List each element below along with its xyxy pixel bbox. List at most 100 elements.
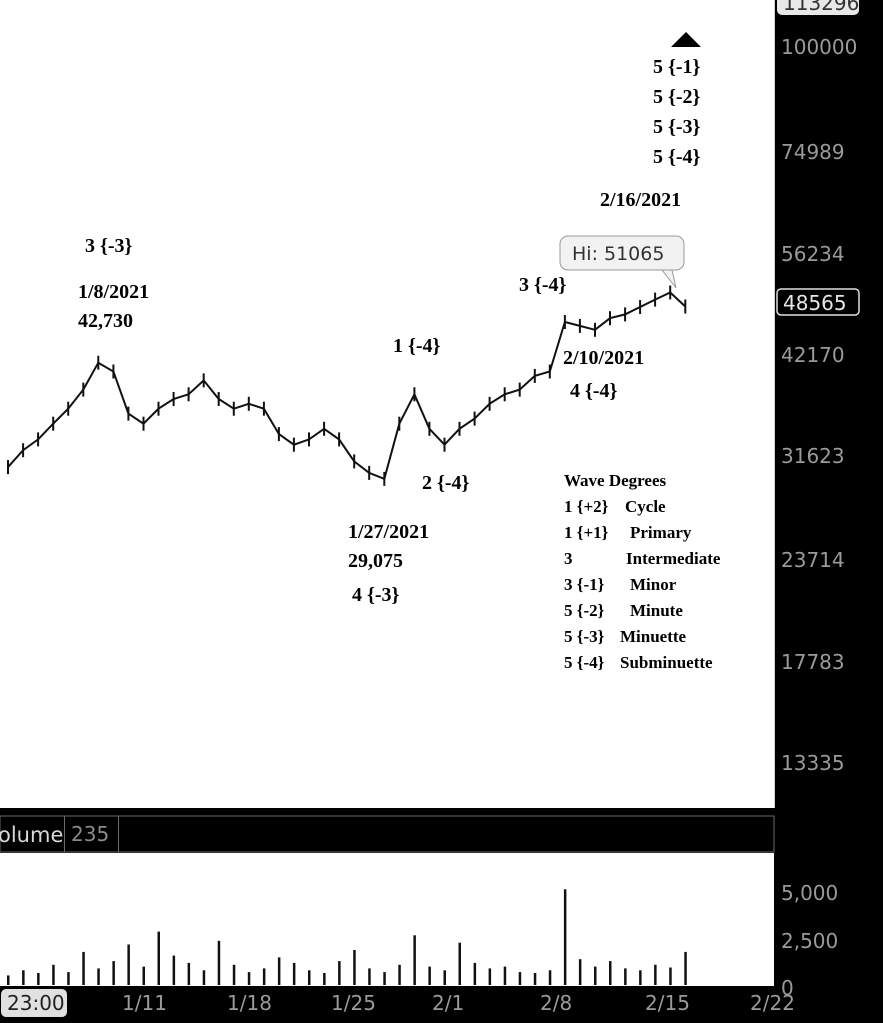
volume-bar xyxy=(518,972,522,985)
legend-code: 5 {-4} xyxy=(564,653,605,672)
wave-label: 4 {-3} xyxy=(352,584,400,606)
y-tick-label: 23714 xyxy=(781,548,845,572)
volume-bar xyxy=(277,957,281,985)
x-tick-label: 2/1 xyxy=(432,991,464,1015)
wave-degrees-legend: Wave Degrees 1 {+2} Cycle 1 {+1} Primary… xyxy=(564,471,721,672)
price-bar xyxy=(684,299,687,314)
volume-bar xyxy=(609,961,612,985)
legend-name: Cycle xyxy=(625,497,666,516)
price-bar xyxy=(323,421,326,436)
legend-title: Wave Degrees xyxy=(564,471,667,490)
time-axis: 23:00 1/11 1/18 1/25 2/1 2/8 2/15 2/22 xyxy=(1,989,795,1017)
price-bar xyxy=(473,411,476,426)
volume-bar xyxy=(383,972,386,985)
time-cursor-box xyxy=(1,989,67,1017)
price-bar xyxy=(112,364,115,379)
price-bar xyxy=(624,307,627,322)
volume-bar xyxy=(669,967,672,985)
volume-bar xyxy=(262,968,266,985)
volume-bar xyxy=(187,962,191,985)
price-bar xyxy=(443,437,446,452)
price-bar xyxy=(82,382,85,397)
price-bar xyxy=(232,401,235,416)
volume-bar xyxy=(202,970,206,985)
y-tick-label: 74989 xyxy=(781,140,845,164)
volume-bar xyxy=(368,968,371,985)
volume-bar xyxy=(157,931,160,985)
top-price-box xyxy=(777,0,859,15)
y-tick-label: 13335 xyxy=(781,751,845,775)
y-tick-label: 42170 xyxy=(781,343,845,367)
price-bar xyxy=(7,460,9,475)
date-label: 1/8/2021 xyxy=(78,281,149,303)
volume-bar xyxy=(639,970,642,985)
volume-count: 235 xyxy=(71,822,109,846)
volume-bar xyxy=(488,968,492,985)
legend-code: 3 xyxy=(564,549,573,568)
price-label: 29,075 xyxy=(348,550,403,572)
volume-bar xyxy=(7,975,10,985)
price-bar xyxy=(353,454,356,469)
wave-label: 4 {-4} xyxy=(570,380,618,402)
volume-bar xyxy=(443,970,446,985)
volume-tick-label: 5,000 xyxy=(781,881,838,905)
volume-bar xyxy=(654,964,657,985)
price-bar xyxy=(142,416,145,431)
x-tick-label: 1/18 xyxy=(227,991,272,1015)
volume-title: olume xyxy=(0,823,63,847)
wave-annotations: 3 {-3} 1/8/2021 42,730 1 {-4} 2 {-4} 1/2… xyxy=(78,56,701,606)
volume-tick-label: 2,500 xyxy=(781,929,838,953)
volume-bar xyxy=(548,970,552,985)
price-bar xyxy=(67,401,70,416)
up-arrow-icon xyxy=(671,32,701,47)
volume-bar xyxy=(82,951,85,985)
hi-label: Hi: 51065 xyxy=(572,243,664,265)
y-tick-label: 17783 xyxy=(781,650,845,674)
legend-name: Primary xyxy=(630,523,692,542)
price-bar xyxy=(202,373,205,388)
wave-label: 5 {-2} xyxy=(653,86,701,108)
legend-name: Subminuette xyxy=(620,653,713,672)
price-bar xyxy=(157,401,160,416)
volume-bar xyxy=(624,968,627,985)
x-tick-label: 2/15 xyxy=(645,991,690,1015)
price-bar xyxy=(247,396,250,411)
volume-bar xyxy=(458,942,461,985)
hi-callout: Hi: 51065 xyxy=(559,235,685,289)
volume-bar xyxy=(97,968,100,985)
date-label: 1/27/2021 xyxy=(348,521,429,543)
wave-label: 2 {-4} xyxy=(422,472,470,494)
volume-bar xyxy=(338,961,341,985)
volume-bar xyxy=(323,973,326,985)
x-tick-label: 2/8 xyxy=(540,991,572,1015)
price-bar xyxy=(338,432,341,447)
volume-bar xyxy=(52,964,55,985)
price-bar xyxy=(669,285,672,300)
volume-header: olume 235 xyxy=(0,815,775,853)
hi-callout-pointer xyxy=(660,269,677,289)
hi-callout-box xyxy=(559,235,685,271)
volume-bar xyxy=(533,973,537,985)
wave-label: 5 {-3} xyxy=(653,116,701,138)
price-bar xyxy=(37,432,40,447)
price-bar xyxy=(172,392,175,406)
volume-tick-label: 0 xyxy=(781,976,794,1000)
legend-name: Minute xyxy=(630,601,683,620)
wave-label: 5 {-4} xyxy=(653,146,701,168)
volume-bar xyxy=(578,959,582,985)
price-bar xyxy=(533,368,536,383)
volume-bar xyxy=(232,964,236,985)
volume-bar xyxy=(22,970,25,985)
price-line xyxy=(7,291,686,481)
price-bar xyxy=(639,300,642,314)
volume-bar xyxy=(503,966,507,985)
price-bar xyxy=(52,416,55,431)
x-tick-label: 1/25 xyxy=(331,991,376,1015)
price-bar xyxy=(488,396,491,411)
wave-label: 5 {-1} xyxy=(653,56,701,78)
x-tick-label: 1/11 xyxy=(122,991,167,1015)
price-bar xyxy=(563,315,566,329)
price-bar xyxy=(548,364,551,379)
date-label: 2/10/2021 xyxy=(563,347,644,369)
volume-bar xyxy=(217,940,221,985)
